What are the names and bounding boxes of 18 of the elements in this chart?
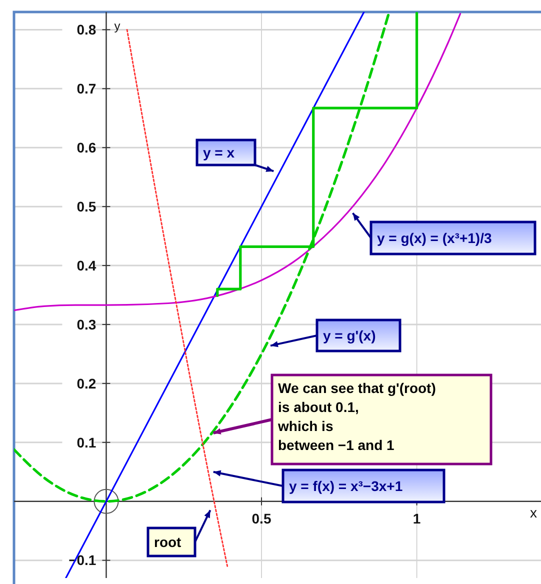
x-tick-label: 1 [412,510,421,526]
y-tick-label: 0.7 [76,80,96,97]
line-series [126,28,228,567]
annotation: y = x [203,144,235,160]
annotation: y = g(x) = (x³+1)/3 [377,230,492,246]
annotation: We can see that g'(root) is about 0.1, which is between −1 and 1 [277,380,436,453]
y-tick-label: 0.6 [76,140,96,156]
y-axis-title: y [114,19,120,33]
x-axis-title: x [530,504,537,520]
y-tick-label: 0.4 [76,257,96,274]
y-tick-label: 0.5 [76,198,96,214]
annotation: root [154,534,182,550]
y-tick-label: 0.1 [76,434,96,450]
y-tick-label: 0.3 [76,316,96,332]
annotation: y = g'(x) [323,328,376,344]
y-tick-label: 0.2 [76,375,96,392]
y-tick-label: 0.8 [76,22,96,38]
annotation: y = f(x) = x³−3x+1 [289,478,403,494]
